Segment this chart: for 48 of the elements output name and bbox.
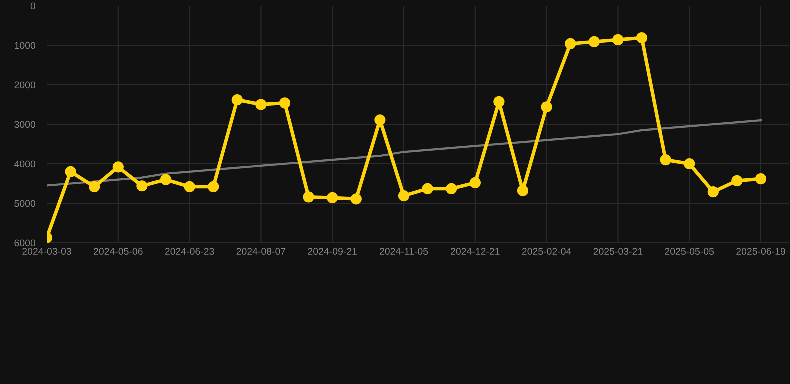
point <box>303 192 314 203</box>
point <box>422 183 434 194</box>
point <box>660 154 672 166</box>
point <box>636 32 648 44</box>
point <box>89 181 100 192</box>
point <box>208 181 220 192</box>
x-tick-label: 2025-03-21 <box>594 248 643 255</box>
point <box>708 186 719 198</box>
point <box>684 158 696 170</box>
x-tick-label: 2024-11-05 <box>380 248 428 255</box>
point <box>350 194 362 205</box>
point <box>588 36 600 48</box>
point <box>327 192 338 204</box>
point <box>112 162 124 173</box>
point <box>184 181 196 192</box>
x-tick-label: 2024-05-06 <box>94 248 143 255</box>
x-tick-label: 2025-06-19 <box>736 248 786 255</box>
y-tick-label: 2000 <box>14 82 36 89</box>
x-tick-label: 2024-06-23 <box>165 248 214 255</box>
x-tick-label: 2025-05-05 <box>665 248 714 255</box>
point <box>136 180 148 192</box>
x-tick-label: 2024-09-21 <box>308 248 357 255</box>
x-tick-label: 2024-12-21 <box>451 248 500 255</box>
point <box>565 38 576 50</box>
point <box>612 34 624 46</box>
point <box>517 185 529 196</box>
x-tick-label: 2024-08-07 <box>236 248 286 255</box>
point <box>256 99 267 110</box>
y-tick-label: 3000 <box>14 121 36 128</box>
point <box>541 102 552 113</box>
point <box>374 114 386 126</box>
point <box>446 183 458 194</box>
y-tick-label: 0 <box>30 2 36 10</box>
point <box>755 173 767 185</box>
point <box>279 98 291 109</box>
point <box>160 174 172 186</box>
y-tick-label: 6000 <box>14 240 36 247</box>
point <box>732 175 743 187</box>
x-tick-label: 2024-03-03 <box>22 248 72 255</box>
point <box>65 166 76 178</box>
x-tick-label: 2025-02-04 <box>522 248 572 255</box>
y-tick-label: 5000 <box>14 200 36 208</box>
point <box>494 96 505 108</box>
point <box>232 94 243 106</box>
point <box>470 177 481 189</box>
point <box>398 190 410 202</box>
y-tick-label: 4000 <box>14 160 36 168</box>
y-tick-label: 1000 <box>15 42 36 50</box>
